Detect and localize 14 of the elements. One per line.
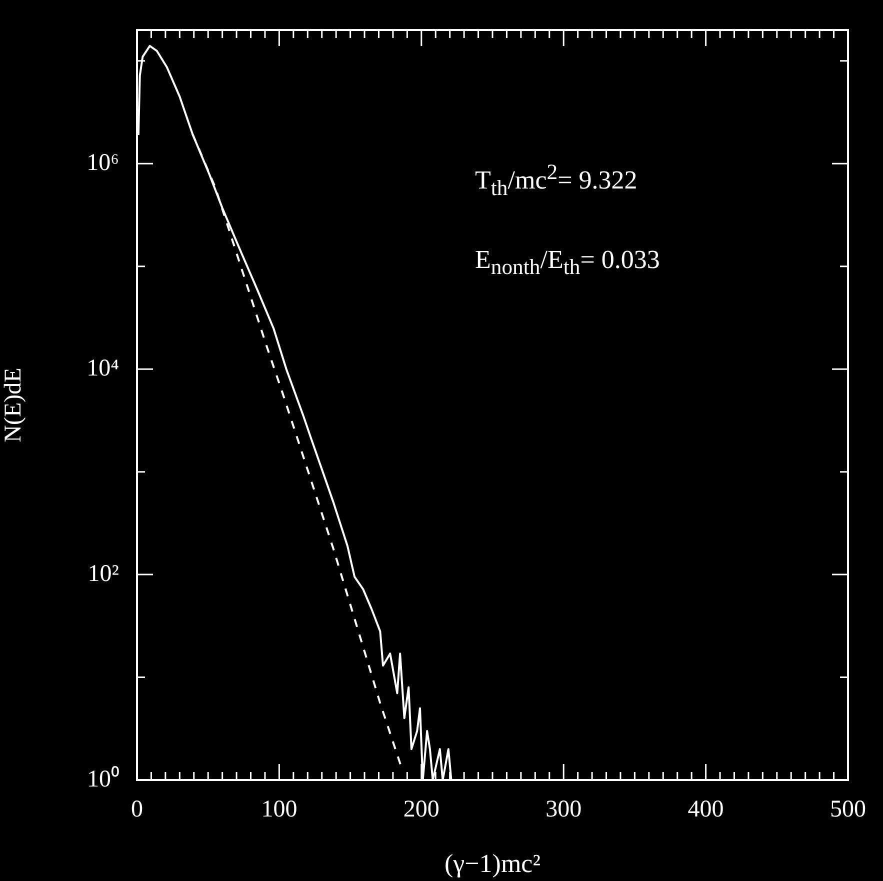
- x-tick-label: 300: [546, 796, 582, 823]
- x-tick-label: 0: [131, 796, 143, 823]
- x-axis-title: (γ−1)mc²: [444, 849, 541, 878]
- x-tick-label: 200: [403, 796, 440, 823]
- annotation: E$_{nonth}$/E$_{th}$= 0.033: [475, 245, 660, 280]
- y-tick-label: 10⁶: [86, 150, 119, 176]
- x-tick-label: 400: [688, 796, 724, 823]
- x-tick-label: 500: [830, 796, 866, 823]
- x-tick-label: 100: [261, 796, 298, 823]
- y-axis-title: N(E)dE: [0, 368, 27, 442]
- y-tick-label: 10⁴: [86, 355, 119, 382]
- y-tick-label: 10²: [88, 560, 119, 587]
- y-tick-label: 10⁰: [87, 765, 119, 792]
- annotation: T$_{th}$/mc$^{2}$= 9.322: [475, 160, 638, 201]
